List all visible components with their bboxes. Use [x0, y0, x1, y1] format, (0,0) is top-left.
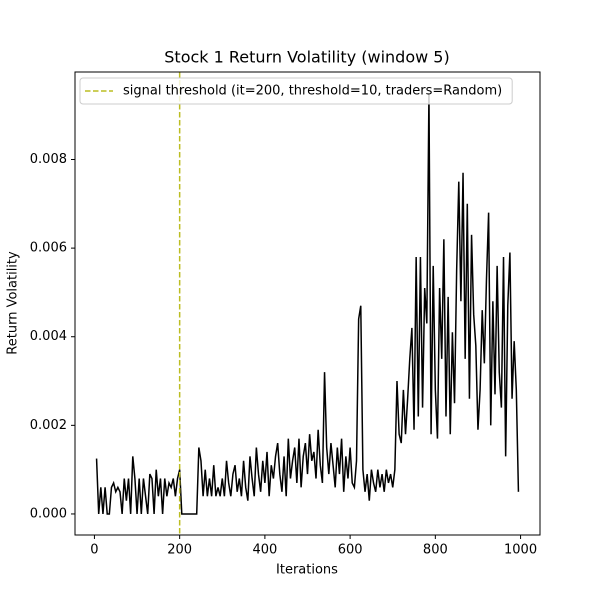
plot-frame [74, 71, 541, 536]
x-tick-label: 1000 [504, 543, 537, 558]
y-tick-label: 0.000 [30, 506, 67, 521]
legend-box [79, 77, 513, 105]
x-tick-label: 800 [423, 543, 448, 558]
chart-title: Stock 1 Return Volatility (window 5) [164, 48, 449, 67]
x-tick-label: 400 [252, 543, 277, 558]
y-tick-label: 0.008 [30, 152, 67, 167]
y-tick-label: 0.004 [30, 329, 67, 344]
data-line [95, 93, 520, 515]
y-axis-label: Return Volatility [6, 251, 21, 355]
x-tick-label: 600 [338, 543, 363, 558]
x-tick-label: 0 [90, 543, 98, 558]
legend-label: signal threshold (it=200, threshold=10, … [123, 84, 502, 99]
y-tick-label: 0.002 [30, 418, 67, 433]
x-axis-label: Iterations [276, 563, 338, 578]
x-tick-label: 200 [167, 543, 192, 558]
y-tick-label: 0.006 [30, 241, 67, 256]
